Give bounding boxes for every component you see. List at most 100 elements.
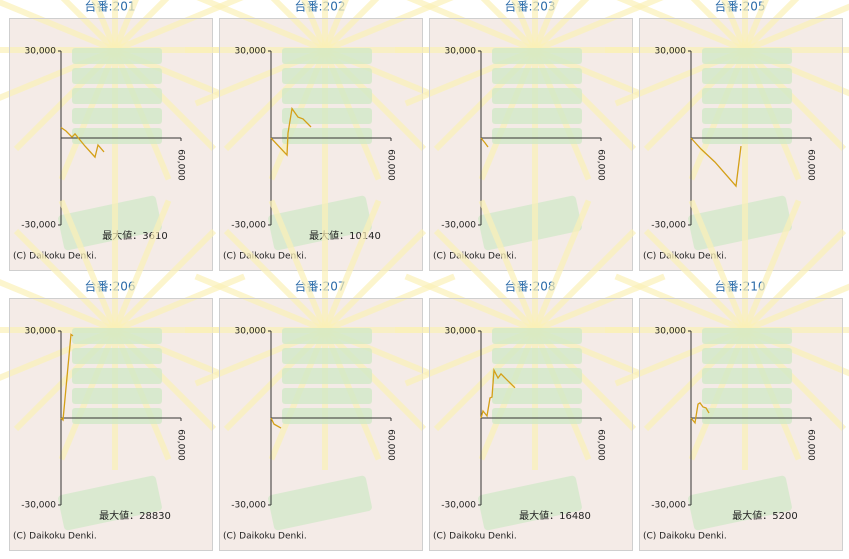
decor-ray: [13, 327, 118, 432]
decor-ray: [743, 283, 849, 333]
decor-ray: [688, 199, 748, 332]
decor-ray: [532, 228, 637, 333]
decor-block: [702, 68, 792, 84]
decor-block: [282, 408, 372, 424]
decor-ray: [322, 228, 427, 333]
decor-block: [72, 388, 162, 404]
decor-ray: [433, 228, 538, 333]
decor-ray: [112, 47, 217, 152]
decor-block: [282, 48, 372, 64]
decor-tray: [268, 195, 372, 251]
decor-block: [72, 88, 162, 104]
decor-ray: [742, 0, 769, 52]
copyright: (C) Daikoku Denki.: [643, 532, 727, 542]
decor-ray: [404, 273, 537, 333]
decor-ray: [643, 228, 748, 333]
panel-frame-mask: [639, 298, 843, 551]
line-series: [480, 137, 489, 148]
decor-block: [492, 388, 582, 404]
decor-block: [282, 328, 372, 344]
decor-tray: [688, 475, 792, 531]
decor-block: [702, 348, 792, 364]
decor-ray: [616, 0, 747, 53]
decor-block: [72, 108, 162, 124]
decor-ray: [721, 0, 748, 52]
decor-ray: [112, 228, 217, 333]
decor-ray: [301, 0, 328, 52]
decor-block: [72, 48, 162, 64]
decor-ray: [643, 47, 748, 152]
decor-ray: [433, 327, 538, 432]
decor-ray: [743, 3, 849, 53]
decor-block: [492, 48, 582, 64]
panel-frame-mask: [429, 298, 633, 551]
y-tick-label: -30,000: [231, 221, 266, 231]
decor-ray: [0, 0, 117, 53]
copyright: (C) Daikoku Denki.: [433, 532, 517, 542]
decor-block: [72, 128, 162, 144]
decor-ray: [223, 47, 328, 152]
decor-ray: [406, 0, 537, 53]
decor-ray: [690, 0, 748, 53]
y-tick-label: 30,000: [445, 327, 477, 337]
decor-block: [72, 348, 162, 364]
decor-ray: [478, 199, 538, 332]
decor-block: [702, 48, 792, 64]
panel-frame-mask: [9, 298, 213, 551]
decor-block: [492, 88, 582, 104]
decor-block: [702, 388, 792, 404]
decor-block: [282, 388, 372, 404]
decor-block: [72, 368, 162, 384]
decor-block: [702, 368, 792, 384]
decor-ray: [91, 0, 118, 52]
decor-block: [282, 368, 372, 384]
max-value-label: 最大値：28830: [99, 509, 171, 522]
decor-ray: [60, 0, 118, 53]
x-tick-label: 60,000: [386, 429, 396, 461]
decor-block: [72, 328, 162, 344]
line-series: [270, 106, 312, 157]
decor-ray: [58, 199, 118, 332]
decor-ray: [196, 0, 327, 53]
panel-frame-mask: [9, 18, 213, 271]
decor-ray: [532, 0, 590, 53]
decor-block: [282, 348, 372, 364]
decor-block: [492, 108, 582, 124]
decor-block: [492, 368, 582, 384]
y-tick-label: 30,000: [655, 47, 687, 57]
decor-block: [72, 68, 162, 84]
decor-ray: [614, 273, 747, 333]
panel-frame-mask: [429, 18, 633, 271]
decor-tray: [58, 475, 162, 531]
decor-ray: [112, 199, 172, 332]
decor-block: [282, 128, 372, 144]
decor-ray: [742, 327, 847, 432]
max-value-label: 最大値：16480: [519, 509, 591, 522]
decor-ray: [223, 327, 328, 432]
y-tick-label: -30,000: [231, 501, 266, 511]
decor-block: [702, 408, 792, 424]
decor-block: [282, 108, 372, 124]
decor-tray: [478, 195, 582, 251]
decor-block: [282, 68, 372, 84]
decor-block: [492, 128, 582, 144]
decor-tray: [478, 475, 582, 531]
decor-block: [492, 68, 582, 84]
decor-block: [72, 408, 162, 424]
decor-ray: [194, 273, 327, 333]
x-tick-label: 60,000: [176, 149, 186, 181]
decor-ray: [268, 199, 328, 332]
decor-block: [492, 328, 582, 344]
decor-ray: [322, 47, 427, 152]
decor-ray: [322, 199, 382, 332]
line-series: [60, 126, 105, 159]
decor-ray: [532, 199, 592, 332]
decor-block: [282, 88, 372, 104]
x-tick-label: 60,000: [176, 429, 186, 461]
